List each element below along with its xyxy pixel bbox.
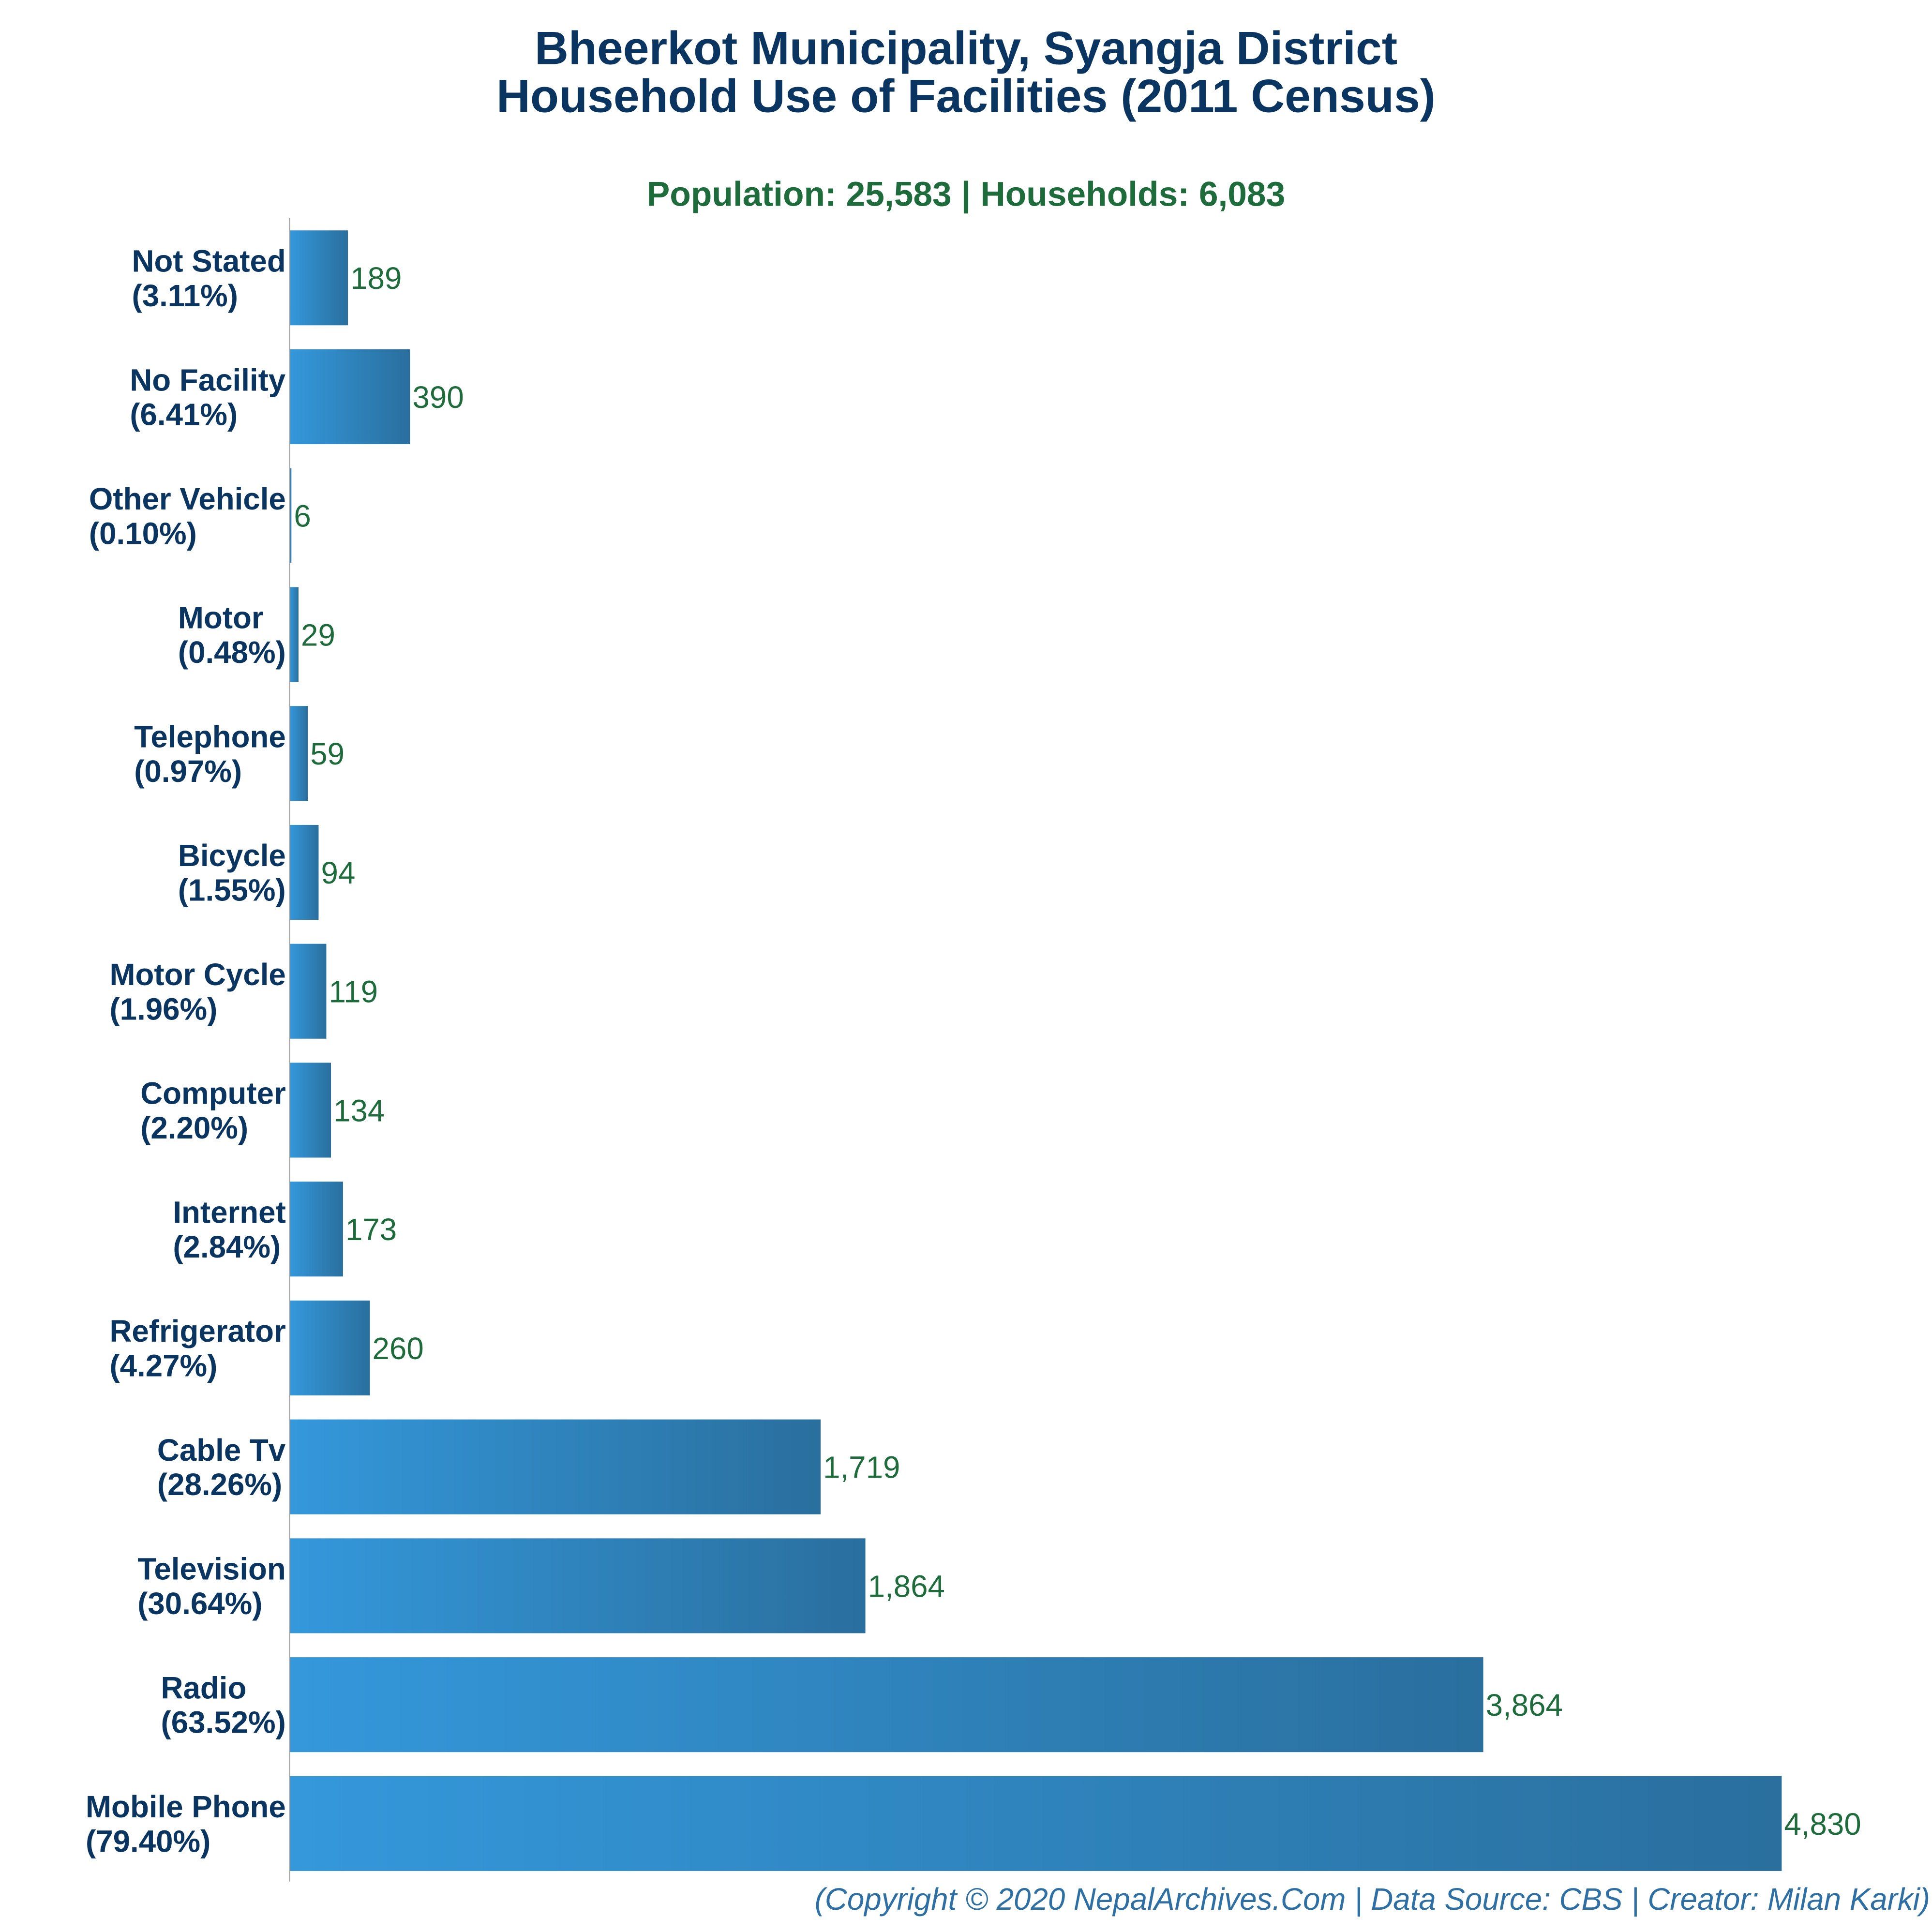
bar-row: 59 Telephone(0.97%) [134, 706, 344, 801]
category-percent-label: (0.97%) [134, 754, 242, 789]
bar [289, 468, 292, 563]
bar-value-label: 59 [310, 737, 344, 771]
bar-row: 134 Computer(2.20%) [140, 1063, 385, 1158]
category-percent-label: (2.84%) [173, 1230, 281, 1264]
bar-value-label: 260 [373, 1332, 424, 1366]
bar [289, 587, 299, 682]
bar-row: 189 Not Stated(3.11%) [132, 230, 402, 326]
chart-subtitle: Population: 25,583 | Households: 6,083 [647, 175, 1285, 213]
category-label: No Facility [130, 363, 285, 397]
category-label: Telephone [134, 719, 286, 754]
category-percent-label: (30.64%) [137, 1587, 262, 1621]
bar-row: 260 Refrigerator(4.27%) [109, 1300, 424, 1395]
bar-value-label: 3,864 [1486, 1688, 1563, 1722]
category-label: Motor [178, 601, 264, 635]
category-label: Cable Tv [157, 1433, 286, 1468]
bar [289, 1538, 866, 1633]
bar-row: 119 Motor Cycle(1.96%) [109, 944, 378, 1039]
category-label: Not Stated [132, 244, 286, 279]
bar-value-label: 134 [333, 1093, 385, 1128]
bar [289, 824, 319, 920]
category-percent-label: (63.52%) [161, 1706, 286, 1740]
bar-value-label: 4,830 [1784, 1807, 1861, 1842]
bar-row: 1,864 Television(30.64%) [137, 1538, 945, 1633]
bar-value-label: 390 [413, 380, 464, 415]
chart-footer: (Copyright © 2020 NepalArchives.Com | Da… [815, 1882, 1930, 1917]
category-label: Other Vehicle [89, 482, 286, 516]
bar-row: 390 No Facility(6.41%) [130, 349, 464, 445]
chart-title-line: Bheerkot Municipality, Syangja District [535, 21, 1397, 74]
bar [289, 944, 327, 1039]
category-percent-label: (6.41%) [130, 398, 238, 432]
chart-title-line: Household Use of Facilities (2011 Census… [496, 70, 1436, 122]
category-label: Internet [173, 1195, 285, 1229]
category-label: Computer [140, 1077, 286, 1111]
bar [289, 706, 308, 801]
category-percent-label: (2.20%) [140, 1111, 248, 1145]
category-label: Motor Cycle [109, 958, 285, 992]
bar [289, 1657, 1483, 1752]
bar [289, 1063, 331, 1158]
bar-row: 29 Motor(0.48%) [178, 587, 335, 682]
bar [289, 349, 410, 445]
bar-row: 94 Bicycle(1.55%) [178, 824, 356, 920]
bar [289, 1182, 343, 1277]
bar-value-label: 173 [345, 1213, 397, 1247]
bar [289, 1419, 821, 1514]
bar-value-label: 29 [301, 618, 335, 652]
chart-title: Bheerkot Municipality, Syangja DistrictH… [496, 21, 1436, 122]
category-percent-label: (4.27%) [109, 1349, 217, 1383]
bar-row: 3,864 Radio(63.52%) [161, 1657, 1563, 1752]
bar-value-label: 1,719 [823, 1451, 900, 1485]
category-label: Radio [161, 1671, 247, 1705]
category-label: Television [137, 1552, 286, 1587]
bar-value-label: 1,864 [868, 1569, 945, 1603]
category-percent-label: (79.40%) [86, 1824, 210, 1858]
bars-group: 189 Not Stated(3.11%) 390 No Facility(6.41%… [86, 230, 1861, 1871]
category-percent-label: (0.48%) [178, 635, 286, 670]
category-percent-label: (1.55%) [178, 873, 286, 908]
category-label: Mobile Phone [86, 1790, 286, 1824]
bar-row: 1,719 Cable Tv(28.26%) [157, 1419, 900, 1514]
bar-row: 4,830 Mobile Phone(79.40%) [86, 1776, 1861, 1871]
category-percent-label: (28.26%) [157, 1468, 282, 1502]
category-label: Bicycle [178, 839, 286, 873]
category-label: Refrigerator [109, 1314, 285, 1348]
category-percent-label: (0.10%) [89, 516, 197, 551]
bar-value-label: 189 [350, 261, 402, 296]
bar [289, 230, 348, 326]
bar [289, 1776, 1782, 1871]
category-percent-label: (1.96%) [109, 992, 217, 1026]
bar-row: 173 Internet(2.84%) [173, 1182, 397, 1277]
bar-value-label: 6 [294, 499, 311, 534]
bar-value-label: 94 [321, 856, 356, 890]
bar [289, 1300, 370, 1395]
bar-value-label: 119 [329, 975, 378, 1009]
category-percent-label: (3.11%) [132, 279, 238, 313]
